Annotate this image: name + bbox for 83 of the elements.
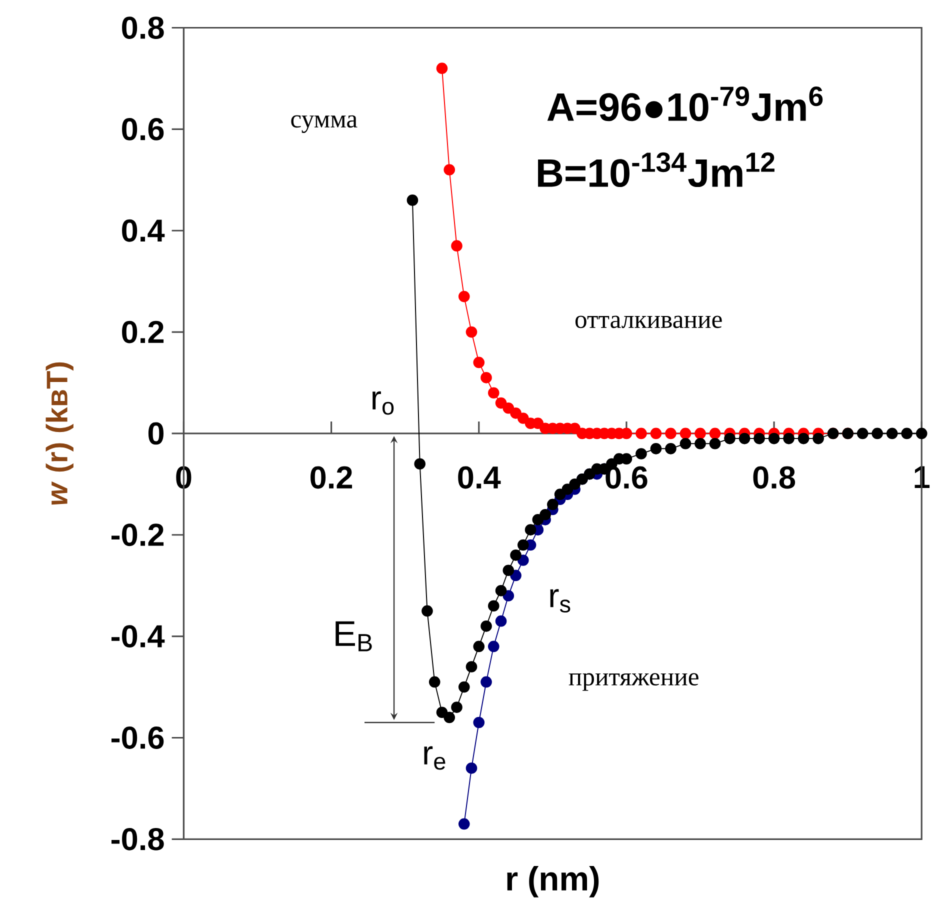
x-axis-title: r (nm)	[507, 866, 599, 898]
point	[488, 387, 500, 399]
point	[798, 433, 810, 444]
point	[916, 428, 928, 440]
point	[665, 428, 676, 440]
x-tick-label: 0.2	[310, 466, 352, 489]
point	[414, 458, 426, 470]
point	[694, 428, 706, 440]
point	[754, 433, 765, 444]
point	[458, 291, 470, 302]
annotation: E$_{B}$	[336, 622, 372, 652]
point	[738, 433, 750, 444]
point	[680, 428, 692, 440]
point	[665, 443, 676, 454]
annotation: сумма	[291, 115, 358, 134]
point	[636, 428, 647, 440]
point	[451, 240, 462, 252]
point	[886, 428, 898, 440]
point	[709, 428, 721, 440]
y-tick-label: 0.8	[122, 16, 164, 40]
point	[783, 433, 794, 444]
y-tick-label: 0	[148, 422, 164, 445]
point	[458, 818, 470, 830]
point	[517, 540, 529, 551]
annotation: r$_{s}$	[550, 589, 570, 613]
y-axis-title: w (r) (kвT)	[46, 362, 74, 505]
point	[510, 550, 522, 561]
point	[636, 448, 647, 460]
point	[466, 661, 478, 673]
point	[473, 356, 485, 368]
point	[444, 164, 456, 176]
point	[540, 509, 551, 520]
y-tick-label: -0.6	[112, 726, 164, 750]
annotation: r$_{e}$	[424, 746, 446, 770]
point	[458, 682, 470, 693]
y-tick-label: 0.6	[122, 118, 164, 141]
point	[650, 443, 662, 454]
annotation: отталкивание	[575, 316, 722, 328]
point	[473, 717, 485, 728]
point	[495, 616, 507, 627]
point	[901, 428, 913, 440]
point	[547, 498, 558, 510]
y-tick-label: 0.2	[122, 320, 164, 344]
point	[488, 600, 500, 612]
x-tick-label: 0.8	[753, 466, 796, 489]
point	[451, 702, 462, 714]
point	[480, 676, 492, 688]
point	[466, 762, 478, 774]
point	[856, 428, 868, 440]
point	[812, 433, 824, 444]
point	[680, 438, 692, 450]
point	[524, 524, 536, 536]
point	[510, 570, 522, 582]
point	[517, 554, 529, 566]
x-tick-label: 0.4	[458, 466, 501, 489]
annotation: B=10$^{-134}$Jm$^{12}$	[538, 152, 774, 188]
point	[406, 194, 418, 206]
point	[724, 433, 736, 444]
point	[428, 676, 440, 688]
point	[650, 428, 662, 440]
point	[502, 564, 514, 576]
point	[422, 605, 433, 617]
point	[768, 433, 780, 444]
point	[444, 712, 456, 724]
point	[872, 428, 883, 440]
point	[694, 438, 706, 450]
point	[488, 640, 500, 652]
y-tick-label: -0.8	[112, 828, 164, 851]
y-tick-label: -0.4	[112, 625, 165, 648]
point	[473, 640, 485, 652]
point	[569, 478, 580, 490]
point	[480, 620, 492, 632]
y-tick-label: 0.4	[122, 220, 165, 242]
annotation: A=96●10$^{-79}$Jm$^{6}$	[547, 86, 823, 122]
point	[480, 372, 492, 384]
point	[709, 438, 721, 450]
point	[554, 488, 566, 500]
annotation: r$_{o}$	[372, 391, 394, 415]
point	[495, 585, 507, 596]
point	[466, 326, 478, 338]
y-tick-label: -0.2	[112, 524, 164, 546]
point	[436, 62, 448, 74]
annotation: притяжение	[568, 673, 698, 691]
